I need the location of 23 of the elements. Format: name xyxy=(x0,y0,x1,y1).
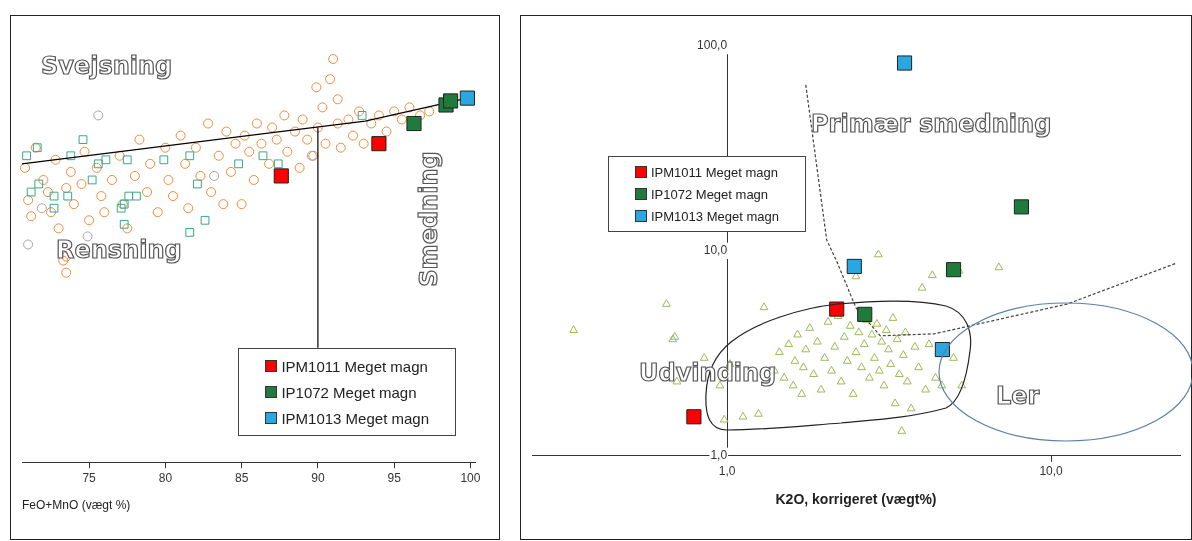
legend-label: IPM1011 Meget magn xyxy=(651,164,778,180)
annotation: Ler xyxy=(996,382,1040,410)
x-tick-label: 95 xyxy=(387,470,402,485)
x-tick-label: 85 xyxy=(234,470,249,485)
x-tick-label: 75 xyxy=(82,470,97,485)
y-tick-label: 100,0 xyxy=(697,38,728,53)
legend-label: IP1072 Meget magn xyxy=(281,383,417,401)
legend-label: IPM1011 Meget magn xyxy=(281,357,428,375)
x-axis-title: FeO+MnO (vægt %) xyxy=(22,498,131,513)
y-tick-label: 10,0 xyxy=(703,243,728,258)
annotation: Smedning xyxy=(415,151,443,287)
legend-label: IP1072 Meget magn xyxy=(651,186,769,202)
x-tick-label: 10,0 xyxy=(1039,464,1064,479)
legend-label: IPM1013 Meget magn xyxy=(651,208,779,224)
legend-label: IPM1013 Meget magn xyxy=(281,409,429,427)
x-axis-title: K2O, korrigeret (vægt%) xyxy=(775,491,937,508)
annotation: Rensning xyxy=(56,236,182,264)
x-tick-label: 100 xyxy=(460,470,481,485)
x-tick-label: 80 xyxy=(158,470,173,485)
y-tick-label: 1,0 xyxy=(710,448,728,463)
x-tick-label: 90 xyxy=(311,470,325,485)
annotation: Primær smedning xyxy=(811,110,1052,138)
annotation: Svejsning xyxy=(41,52,173,80)
